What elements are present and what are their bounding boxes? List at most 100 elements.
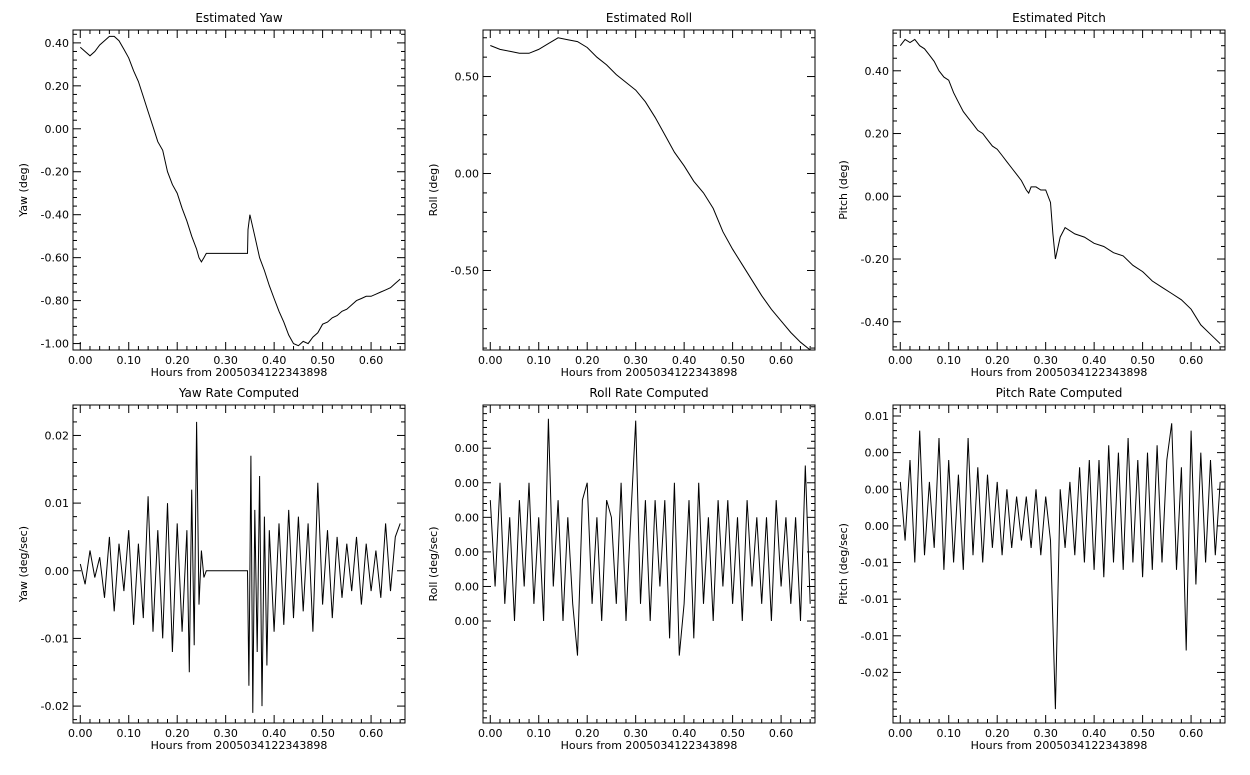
yaw-rate-y-tick-label: -0.02 bbox=[41, 700, 69, 713]
yaw-rate-x-tick-label: 0.00 bbox=[68, 727, 93, 740]
roll-y-axis-label: Roll (deg) bbox=[427, 164, 440, 217]
yaw-rate-title: Yaw Rate Computed bbox=[178, 386, 299, 400]
pitch-rate-y-tick-label: -0.02 bbox=[861, 666, 889, 679]
yaw-x-tick-label: 0.10 bbox=[116, 354, 141, 367]
yaw-rate-series-line bbox=[79, 421, 401, 713]
roll-x-tick-label: 0.00 bbox=[478, 354, 503, 367]
pitch-rate-y-tick-label: 0.00 bbox=[865, 447, 890, 460]
pitch-rate-x-tick-label: 0.00 bbox=[888, 727, 913, 740]
yaw-rate-x-tick-label: 0.60 bbox=[359, 727, 384, 740]
roll-x-tick-label: 0.30 bbox=[623, 354, 648, 367]
yaw-rate-x-tick-label: 0.10 bbox=[116, 727, 141, 740]
pitch-series-line bbox=[899, 38, 1221, 345]
roll-x-tick-label: 0.50 bbox=[720, 354, 745, 367]
yaw-rate-y-tick-label: 0.00 bbox=[45, 565, 70, 578]
pitch-rate-x-tick-label: 0.50 bbox=[1130, 727, 1155, 740]
yaw-rate-y-tick-label: 0.02 bbox=[45, 429, 70, 442]
yaw-x-tick-label: 0.30 bbox=[213, 354, 238, 367]
roll-x-tick-label: 0.20 bbox=[575, 354, 600, 367]
pitch-rate-x-tick-label: 0.30 bbox=[1033, 727, 1058, 740]
yaw-series-line bbox=[79, 35, 401, 347]
pitch-rate-y-tick-label: -0.01 bbox=[861, 630, 889, 643]
pitch-x-tick-label: 0.00 bbox=[888, 354, 913, 367]
yaw-y-tick-label: 0.40 bbox=[45, 37, 70, 50]
roll-rate-x-tick-label: 0.50 bbox=[720, 727, 745, 740]
roll-x-axis-label: Hours from 2005034122343898 bbox=[561, 366, 738, 379]
yaw-rate-x-tick-label: 0.40 bbox=[262, 727, 287, 740]
pitch-rate-y-tick-label: 0.00 bbox=[865, 520, 890, 533]
yaw-y-tick-label: -0.60 bbox=[41, 252, 69, 265]
pitch-x-tick-label: 0.40 bbox=[1082, 354, 1107, 367]
yaw-rate-chart: Yaw Rate Computed Hours from 200503412234… bbox=[17, 386, 406, 752]
pitch-rate-x-tick-label: 0.20 bbox=[985, 727, 1010, 740]
yaw-y-tick-label: -1.00 bbox=[41, 338, 69, 351]
pitch-rate-x-tick-label: 0.60 bbox=[1179, 727, 1204, 740]
yaw-y-tick-label: -0.20 bbox=[41, 166, 69, 179]
pitch-rate-y-tick-label: 0.01 bbox=[865, 410, 890, 423]
yaw-rate-x-tick-label: 0.50 bbox=[310, 727, 335, 740]
yaw-y-tick-label: -0.80 bbox=[41, 295, 69, 308]
roll-chart: Estimated Roll Hours from 200503412234389… bbox=[427, 11, 816, 379]
pitch-rate-series-line bbox=[899, 423, 1221, 710]
pitch-rate-x-axis-label: Hours from 2005034122343898 bbox=[971, 739, 1148, 752]
roll-rate-x-tick-label: 0.60 bbox=[769, 727, 794, 740]
yaw-rate-y-tick-label: -0.01 bbox=[41, 632, 69, 645]
yaw-y-tick-label: 0.00 bbox=[45, 123, 70, 136]
yaw-y-axis-label: Yaw (deg) bbox=[17, 163, 30, 218]
pitch-rate-x-tick-label: 0.40 bbox=[1082, 727, 1107, 740]
roll-rate-y-tick-label: 0.00 bbox=[455, 477, 480, 490]
roll-rate-y-axis-label: Roll (deg/sec) bbox=[427, 526, 440, 601]
yaw-title: Estimated Yaw bbox=[195, 11, 282, 25]
yaw-x-tick-label: 0.60 bbox=[359, 354, 384, 367]
pitch-rate-chart: Pitch Rate Computed Hours from 2005034122… bbox=[837, 386, 1226, 752]
pitch-y-tick-label: 0.40 bbox=[865, 65, 890, 78]
roll-y-tick-label: 0.50 bbox=[455, 71, 480, 84]
roll-rate-x-axis-label: Hours from 2005034122343898 bbox=[561, 739, 738, 752]
roll-x-tick-label: 0.40 bbox=[672, 354, 697, 367]
yaw-rate-y-tick-label: 0.01 bbox=[45, 497, 70, 510]
roll-series-line bbox=[490, 37, 811, 351]
pitch-y-tick-label: 0.20 bbox=[865, 128, 890, 141]
yaw-plot-frame bbox=[72, 29, 406, 351]
roll-rate-x-tick-label: 0.00 bbox=[478, 727, 503, 740]
pitch-x-tick-label: 0.60 bbox=[1179, 354, 1204, 367]
roll-rate-y-tick-label: 0.00 bbox=[455, 580, 480, 593]
yaw-rate-x-tick-label: 0.30 bbox=[213, 727, 238, 740]
roll-rate-chart: Roll Rate Computed Hours from 20050341223… bbox=[427, 386, 816, 752]
roll-rate-x-tick-label: 0.10 bbox=[526, 727, 551, 740]
yaw-rate-x-tick-label: 0.20 bbox=[165, 727, 190, 740]
yaw-rate-y-axis-label: Yaw (deg/sec) bbox=[17, 526, 30, 603]
yaw-rate-x-axis-label: Hours from 2005034122343898 bbox=[151, 739, 328, 752]
roll-rate-x-tick-label: 0.20 bbox=[575, 727, 600, 740]
pitch-rate-y-tick-label: -0.01 bbox=[861, 557, 889, 570]
yaw-y-tick-label: 0.20 bbox=[45, 80, 70, 93]
pitch-x-tick-label: 0.30 bbox=[1033, 354, 1058, 367]
roll-x-tick-label: 0.10 bbox=[526, 354, 551, 367]
pitch-rate-x-tick-label: 0.10 bbox=[936, 727, 961, 740]
pitch-plot-frame bbox=[892, 29, 1226, 351]
yaw-y-tick-label: -0.40 bbox=[41, 209, 69, 222]
yaw-x-tick-label: 0.20 bbox=[165, 354, 190, 367]
yaw-x-tick-label: 0.00 bbox=[68, 354, 93, 367]
pitch-rate-plot-frame bbox=[892, 404, 1226, 724]
pitch-y-tick-label: -0.20 bbox=[861, 253, 889, 266]
yaw-x-axis-label: Hours from 2005034122343898 bbox=[151, 366, 328, 379]
yaw-chart: Estimated Yaw Hours from 2005034122343898… bbox=[17, 11, 406, 379]
roll-rate-y-tick-label: 0.00 bbox=[455, 511, 480, 524]
pitch-rate-y-axis-label: Pitch (deg/sec) bbox=[837, 523, 850, 605]
roll-rate-x-tick-label: 0.40 bbox=[672, 727, 697, 740]
roll-rate-plot-frame bbox=[482, 404, 816, 724]
pitch-y-tick-label: -0.40 bbox=[861, 316, 889, 329]
pitch-rate-title: Pitch Rate Computed bbox=[996, 386, 1123, 400]
roll-rate-series-line bbox=[489, 418, 811, 656]
pitch-x-tick-label: 0.50 bbox=[1130, 354, 1155, 367]
pitch-x-tick-label: 0.20 bbox=[985, 354, 1010, 367]
yaw-rate-plot-frame bbox=[72, 404, 406, 724]
pitch-rate-y-tick-label: 0.00 bbox=[865, 483, 890, 496]
pitch-title: Estimated Pitch bbox=[1012, 11, 1106, 25]
pitch-y-tick-label: 0.00 bbox=[865, 190, 890, 203]
yaw-x-tick-label: 0.50 bbox=[310, 354, 335, 367]
roll-rate-y-tick-label: 0.00 bbox=[455, 615, 480, 628]
pitch-y-axis-label: Pitch (deg) bbox=[837, 160, 850, 220]
